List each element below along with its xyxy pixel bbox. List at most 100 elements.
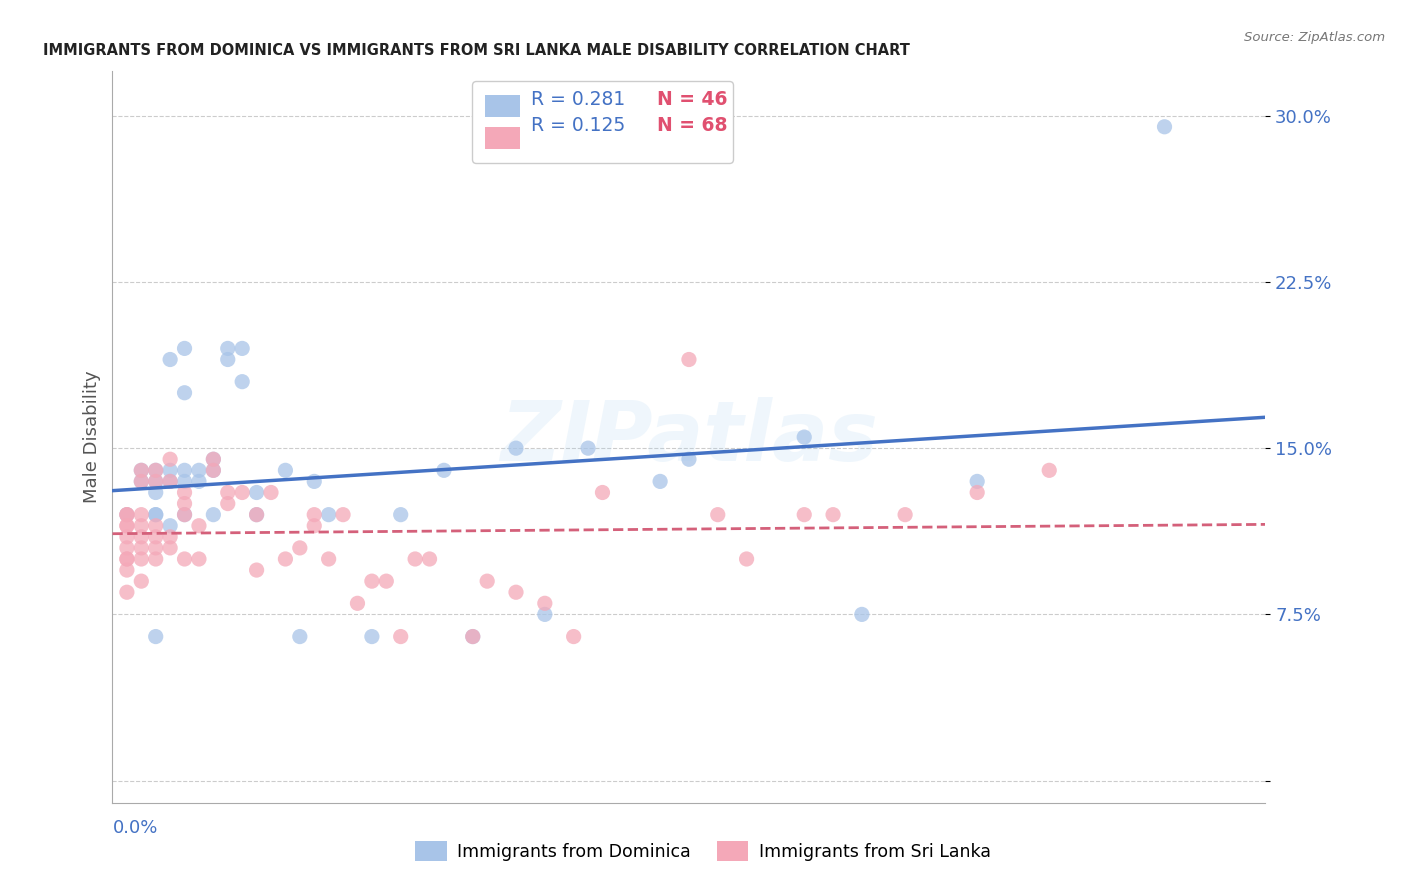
Point bbox=[894, 508, 917, 522]
Point bbox=[115, 508, 138, 522]
Point bbox=[188, 518, 211, 533]
Point bbox=[735, 552, 758, 566]
Point bbox=[648, 475, 672, 489]
Point bbox=[145, 530, 167, 544]
Point bbox=[505, 585, 527, 599]
Point bbox=[159, 352, 181, 367]
Point bbox=[231, 342, 253, 356]
Point bbox=[318, 508, 340, 522]
Point bbox=[129, 541, 153, 555]
Point bbox=[145, 475, 167, 489]
Point bbox=[129, 552, 153, 566]
Point bbox=[360, 630, 382, 644]
Point bbox=[115, 541, 138, 555]
Text: IMMIGRANTS FROM DOMINICA VS IMMIGRANTS FROM SRI LANKA MALE DISABILITY CORRELATIO: IMMIGRANTS FROM DOMINICA VS IMMIGRANTS F… bbox=[44, 43, 910, 58]
Point bbox=[173, 342, 195, 356]
Point bbox=[129, 475, 153, 489]
Text: Source: ZipAtlas.com: Source: ZipAtlas.com bbox=[1244, 31, 1385, 45]
Point bbox=[188, 475, 211, 489]
Point bbox=[145, 463, 167, 477]
Point bbox=[562, 630, 585, 644]
Point bbox=[145, 475, 167, 489]
Point bbox=[145, 518, 167, 533]
Point bbox=[173, 552, 195, 566]
Point bbox=[159, 530, 181, 544]
Point bbox=[159, 452, 181, 467]
Point bbox=[793, 430, 815, 444]
Text: R = 0.125: R = 0.125 bbox=[531, 116, 626, 135]
Point bbox=[115, 518, 138, 533]
Point bbox=[851, 607, 873, 622]
Point bbox=[202, 463, 225, 477]
Point bbox=[217, 352, 239, 367]
Point bbox=[533, 607, 555, 622]
Point bbox=[159, 463, 181, 477]
Text: R = 0.281: R = 0.281 bbox=[531, 90, 626, 109]
Point bbox=[115, 508, 138, 522]
Point bbox=[389, 630, 412, 644]
Point bbox=[115, 552, 138, 566]
Point bbox=[678, 452, 700, 467]
Point bbox=[419, 552, 441, 566]
Text: N = 46: N = 46 bbox=[657, 90, 727, 109]
Point bbox=[115, 552, 138, 566]
Point bbox=[231, 485, 253, 500]
Point bbox=[145, 463, 167, 477]
Point bbox=[404, 552, 426, 566]
Point bbox=[375, 574, 398, 589]
Point bbox=[145, 552, 167, 566]
Point bbox=[288, 630, 311, 644]
Point bbox=[793, 508, 815, 522]
Point bbox=[217, 342, 239, 356]
Point bbox=[145, 485, 167, 500]
Point bbox=[129, 530, 153, 544]
Point bbox=[115, 508, 138, 522]
Point bbox=[202, 452, 225, 467]
Point bbox=[217, 497, 239, 511]
Point bbox=[129, 475, 153, 489]
Point bbox=[246, 563, 269, 577]
Point bbox=[188, 463, 211, 477]
Point bbox=[159, 541, 181, 555]
Point bbox=[159, 475, 181, 489]
Point bbox=[461, 630, 484, 644]
Point bbox=[129, 463, 153, 477]
Point bbox=[592, 485, 614, 500]
Text: 0.0%: 0.0% bbox=[112, 819, 157, 837]
Point bbox=[129, 463, 153, 477]
Point bbox=[145, 508, 167, 522]
Point bbox=[173, 508, 195, 522]
Point bbox=[433, 463, 456, 477]
Point bbox=[389, 508, 412, 522]
Legend: Immigrants from Dominica, Immigrants from Sri Lanka: Immigrants from Dominica, Immigrants fro… bbox=[406, 832, 1000, 870]
Point bbox=[475, 574, 498, 589]
Point bbox=[202, 452, 225, 467]
Point bbox=[260, 485, 283, 500]
Legend:                               ,                               : , bbox=[472, 81, 733, 163]
Point bbox=[304, 508, 326, 522]
Point bbox=[678, 352, 700, 367]
Point bbox=[304, 518, 326, 533]
Point bbox=[115, 585, 138, 599]
Point bbox=[966, 485, 988, 500]
Point bbox=[188, 552, 211, 566]
Point bbox=[173, 463, 195, 477]
Point bbox=[173, 385, 195, 400]
Point bbox=[145, 630, 167, 644]
Point bbox=[159, 475, 181, 489]
Point bbox=[707, 508, 730, 522]
Point bbox=[246, 508, 269, 522]
Point bbox=[159, 518, 181, 533]
Point bbox=[246, 508, 269, 522]
Point bbox=[304, 475, 326, 489]
Point bbox=[332, 508, 354, 522]
Point bbox=[1038, 463, 1060, 477]
Point bbox=[173, 475, 195, 489]
Point bbox=[274, 463, 297, 477]
Point bbox=[129, 518, 153, 533]
Point bbox=[173, 497, 195, 511]
Point bbox=[217, 485, 239, 500]
Point bbox=[129, 574, 153, 589]
Point bbox=[288, 541, 311, 555]
Point bbox=[173, 485, 195, 500]
